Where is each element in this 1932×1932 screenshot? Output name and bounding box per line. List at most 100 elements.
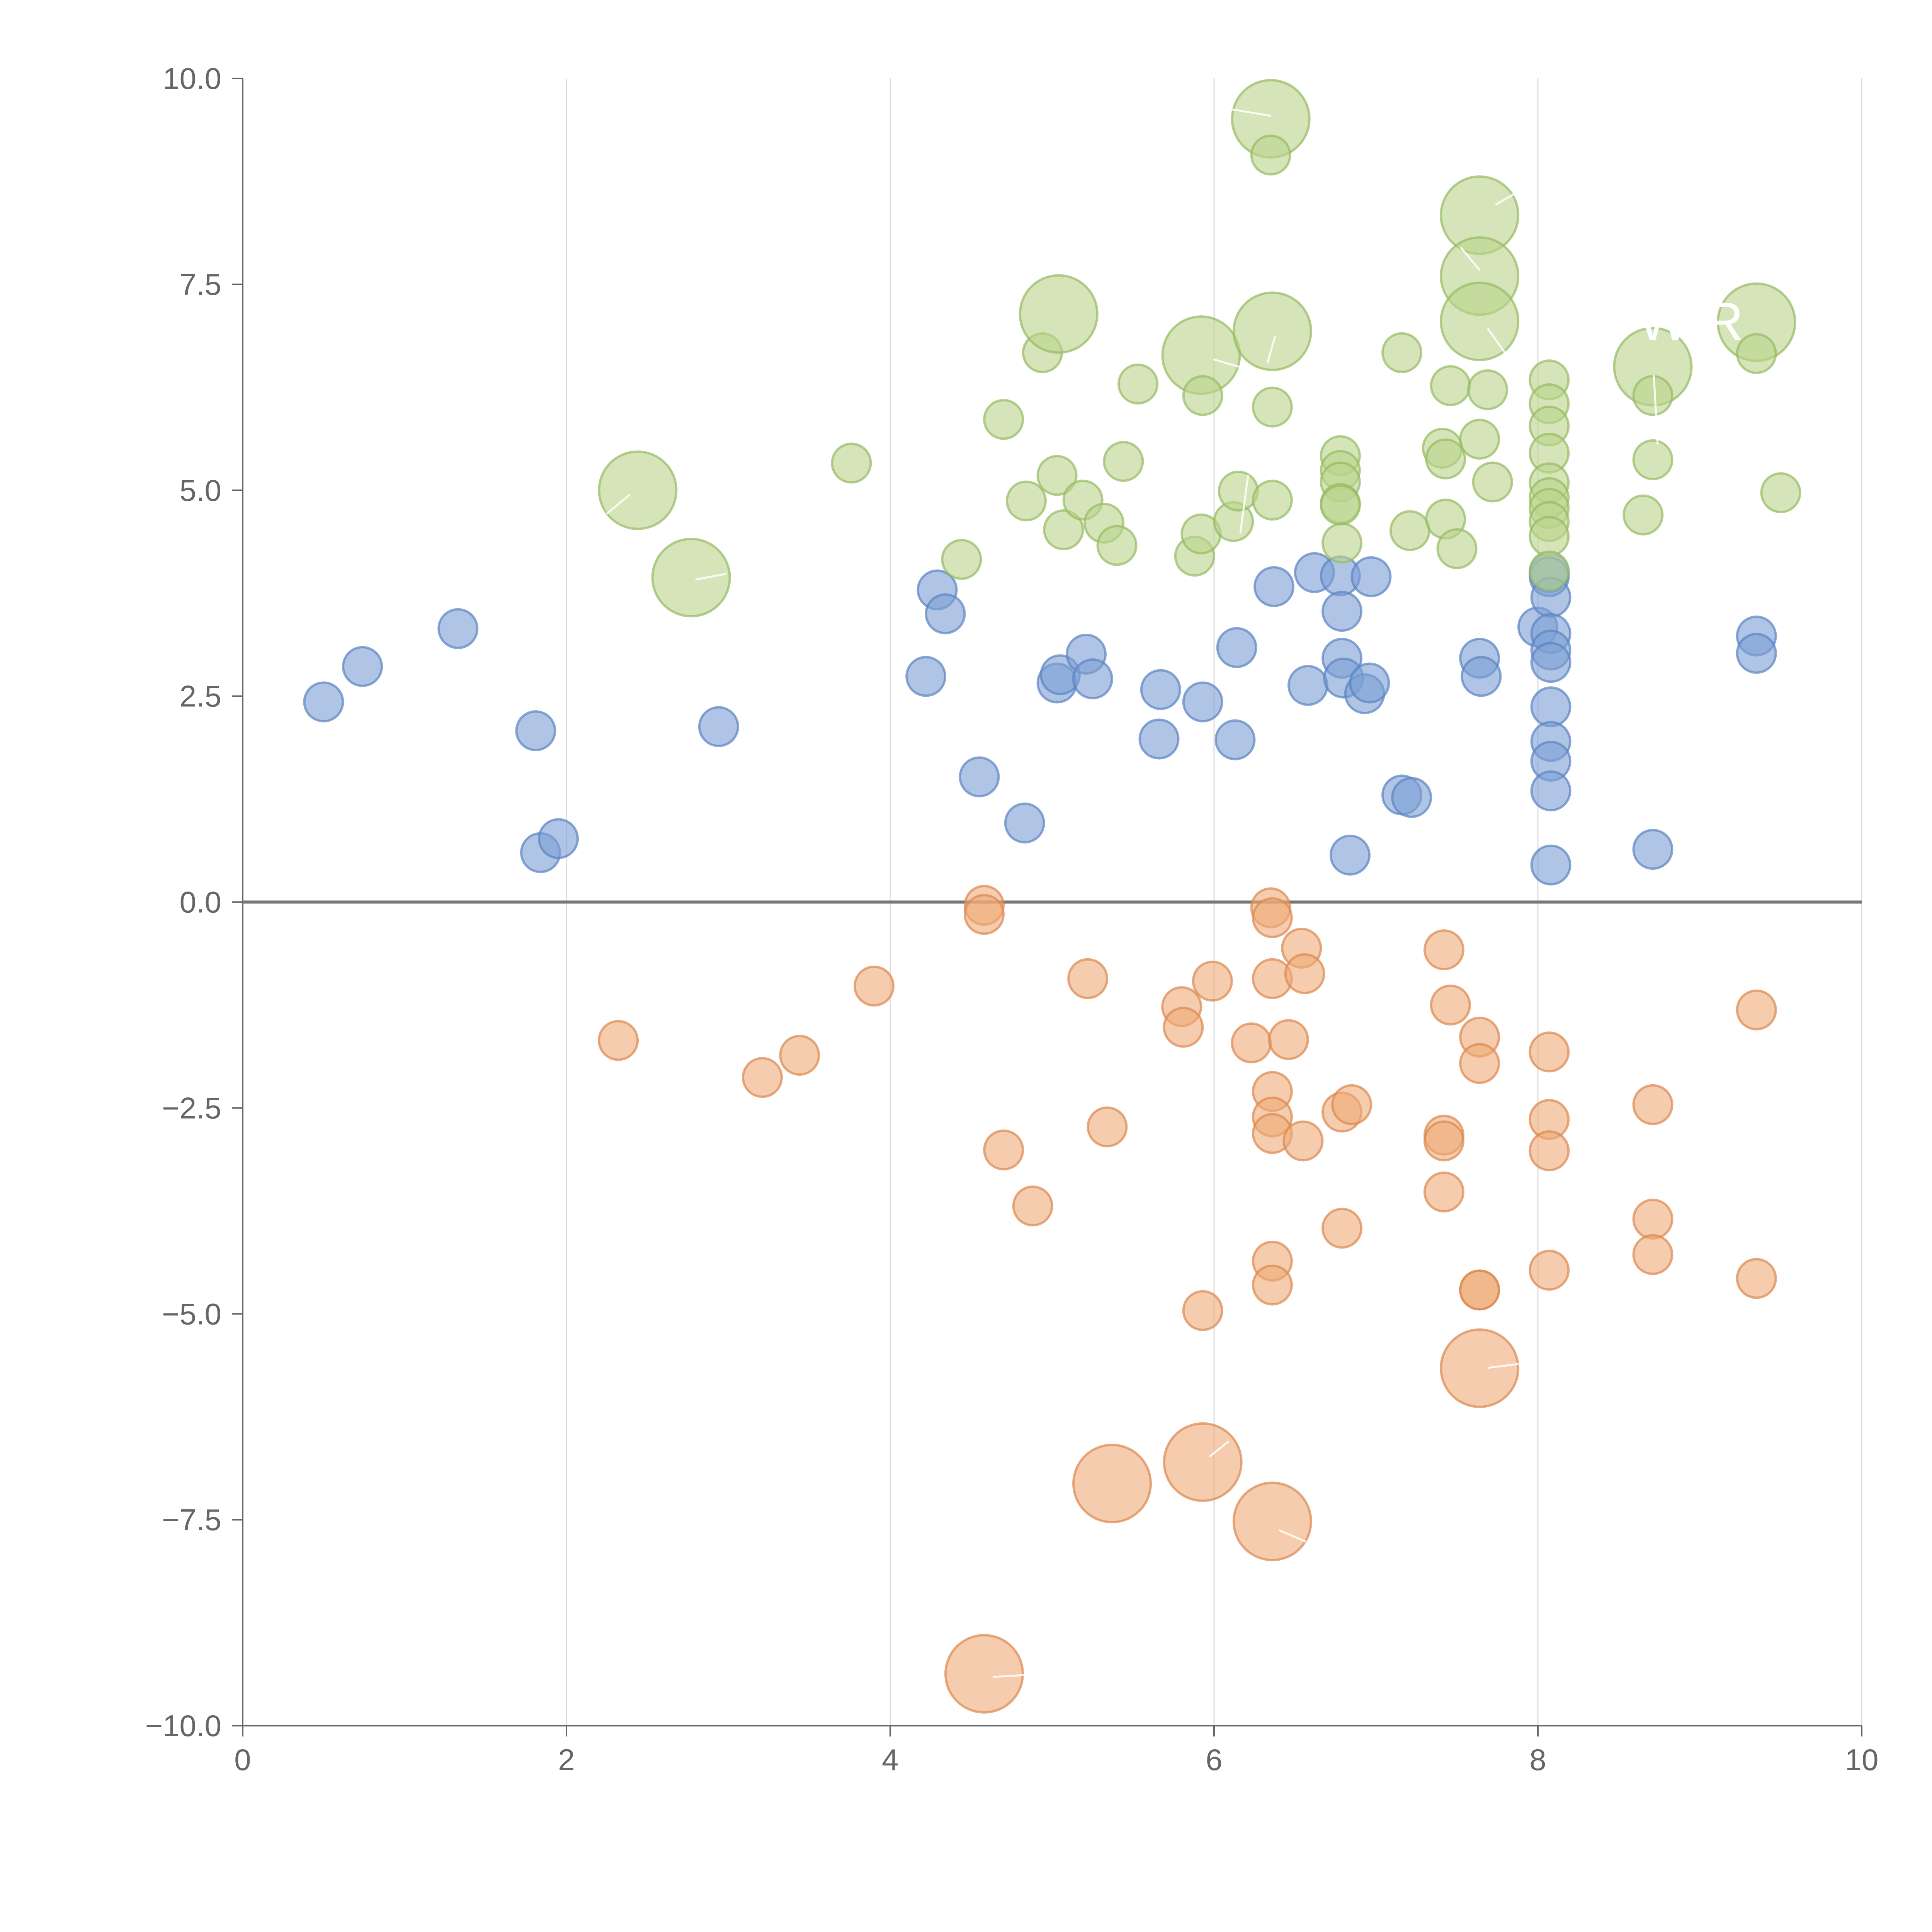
leader-line — [1213, 358, 1241, 368]
orange-point — [1284, 953, 1325, 994]
axes: −10.0 −7.5 −5.0 −2.5 0.0 2.5 5.0 7.5 10.0 0 2 4 6 8 10 — [145, 61, 1879, 1777]
green-point — [1632, 375, 1673, 416]
orange-point — [1182, 1290, 1223, 1331]
orange-point — [1163, 1422, 1243, 1502]
blue-point — [1461, 656, 1502, 697]
green-point — [651, 537, 731, 617]
green-point — [1096, 525, 1138, 566]
blue-point — [1138, 718, 1180, 760]
data-points — [303, 79, 1801, 1714]
blue-point — [437, 608, 479, 649]
orange-point — [1423, 929, 1464, 971]
orange-point — [1192, 961, 1233, 1002]
blue-point — [1004, 802, 1045, 844]
green-point — [1529, 550, 1570, 592]
green-point — [1736, 333, 1777, 374]
orange-point — [1072, 1444, 1152, 1524]
leader-line — [1653, 374, 1659, 445]
orange-point — [1632, 1084, 1673, 1125]
orange-point — [983, 1129, 1024, 1171]
green-point — [1436, 528, 1478, 570]
orange-point — [1529, 1130, 1570, 1172]
blue-point — [1736, 633, 1777, 674]
blue-point — [1214, 719, 1256, 760]
blue-point — [303, 681, 344, 723]
leader-line — [993, 1674, 1024, 1678]
green-point — [1389, 510, 1430, 551]
orange-point — [1252, 1264, 1293, 1306]
blue-point — [925, 593, 966, 634]
leader-line — [1225, 107, 1272, 117]
overlay-annotations: W/R — [606, 107, 1743, 1678]
orange-point — [1067, 958, 1109, 999]
green-point — [1321, 522, 1363, 564]
green-point — [1529, 516, 1570, 557]
green-point — [1232, 291, 1312, 371]
blue-point — [905, 656, 947, 697]
blue-point — [1216, 627, 1257, 668]
y-tick-label: 5.0 — [180, 473, 221, 507]
green-point — [1430, 365, 1471, 406]
orange-point — [1282, 1120, 1324, 1162]
green-point — [1218, 470, 1259, 512]
y-tick-label: −5.0 — [162, 1297, 221, 1331]
green-point — [1252, 386, 1293, 428]
orange-point — [1231, 1022, 1272, 1063]
blue-point — [1391, 777, 1432, 818]
y-tick-label: 0.0 — [180, 885, 221, 919]
blue-point — [1072, 658, 1113, 699]
green-point — [1467, 369, 1509, 410]
orange-point — [1632, 1234, 1673, 1275]
y-tick-label: −7.5 — [162, 1503, 221, 1537]
leader-line — [1209, 1440, 1230, 1458]
blue-point — [959, 756, 1000, 798]
blue-point — [1350, 556, 1392, 597]
leader-line — [1460, 247, 1481, 271]
green-point — [1632, 439, 1673, 480]
green-point — [1103, 441, 1144, 482]
orange-point — [944, 1634, 1024, 1714]
leader-line — [1486, 328, 1508, 356]
green-point — [1036, 455, 1078, 496]
blue-point — [515, 710, 556, 752]
blue-point — [538, 818, 579, 859]
green-point — [1117, 363, 1159, 405]
orange-point — [1459, 1269, 1500, 1311]
orange-point — [1012, 1185, 1053, 1227]
green-point — [941, 539, 982, 580]
blue-point — [1329, 835, 1371, 876]
orange-point — [742, 1057, 783, 1098]
green-point — [1760, 472, 1801, 514]
orange-point — [598, 1020, 639, 1061]
green-point — [1425, 438, 1466, 480]
orange-point — [1430, 984, 1471, 1026]
orange-point — [1087, 1106, 1128, 1148]
orange-point — [1529, 1250, 1570, 1291]
orange-point — [1321, 1208, 1363, 1249]
y-tick-label: −2.5 — [162, 1091, 221, 1125]
y-tick-label: 10.0 — [163, 61, 221, 95]
orange-point — [1459, 1043, 1500, 1084]
overlay-label-right: W/R — [1638, 291, 1743, 352]
green-point — [1459, 418, 1500, 460]
blue-point — [1287, 665, 1329, 706]
green-point — [1182, 375, 1223, 416]
green-point — [1019, 274, 1099, 354]
blue-point — [1530, 642, 1571, 683]
orange-point — [1529, 1031, 1570, 1073]
orange-point — [1232, 1481, 1312, 1561]
x-tick-label: 10 — [1845, 1743, 1879, 1777]
leader-line — [695, 573, 727, 581]
orange-point — [1268, 1019, 1309, 1060]
x-tick-label: 0 — [234, 1743, 251, 1777]
green-point — [1250, 134, 1291, 176]
orange-point — [1423, 1120, 1464, 1162]
green-point — [831, 442, 872, 484]
blue-point — [1349, 662, 1390, 704]
green-point — [983, 399, 1024, 440]
orange-point — [1632, 1199, 1673, 1240]
orange-point — [964, 894, 1005, 935]
blue-point — [1140, 669, 1181, 710]
orange-point — [1736, 1258, 1777, 1299]
